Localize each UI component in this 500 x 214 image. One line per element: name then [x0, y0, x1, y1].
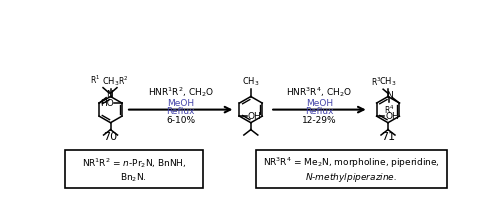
Text: Reflux: Reflux [305, 107, 334, 116]
Text: Reflux: Reflux [166, 107, 195, 116]
Text: NR$^1$R$^2$ = $n$-Pr$_2$N, BnNH,: NR$^1$R$^2$ = $n$-Pr$_2$N, BnNH, [82, 156, 186, 170]
Text: HNR$^1$R$^2$, CH$_2$O: HNR$^1$R$^2$, CH$_2$O [148, 85, 214, 99]
Text: 71: 71 [381, 132, 395, 141]
Text: CH$_3$: CH$_3$ [379, 76, 397, 88]
Text: 12-29%: 12-29% [302, 116, 336, 125]
Text: HO: HO [100, 99, 114, 108]
Text: HNR$^3$R$^4$, CH$_2$O: HNR$^3$R$^4$, CH$_2$O [286, 85, 352, 99]
Text: R$^3$: R$^3$ [371, 75, 382, 88]
Text: R$^1$: R$^1$ [90, 74, 101, 86]
Text: R$^2$: R$^2$ [118, 74, 128, 87]
Bar [65, 150, 203, 188]
Text: N: N [106, 90, 114, 99]
Bar [256, 150, 447, 188]
Text: MeOH: MeOH [306, 99, 333, 108]
Text: NR$^3$R$^4$ = Me$_2$N, morpholine, piperidine,: NR$^3$R$^4$ = Me$_2$N, morpholine, piper… [263, 156, 440, 170]
Text: N: N [386, 91, 392, 100]
Text: R$^4$: R$^4$ [384, 104, 394, 116]
Text: Bn$_2$N.: Bn$_2$N. [120, 171, 147, 184]
Text: 6-10%: 6-10% [166, 116, 195, 125]
Text: OH: OH [248, 112, 262, 121]
Text: MeOH: MeOH [167, 99, 194, 108]
Text: CH$_3$: CH$_3$ [102, 76, 120, 88]
Text: CH$_3$: CH$_3$ [242, 76, 260, 88]
Text: 70: 70 [104, 132, 118, 141]
Text: $N$-methylpiperazine.: $N$-methylpiperazine. [306, 171, 398, 184]
Text: OH: OH [385, 112, 399, 121]
